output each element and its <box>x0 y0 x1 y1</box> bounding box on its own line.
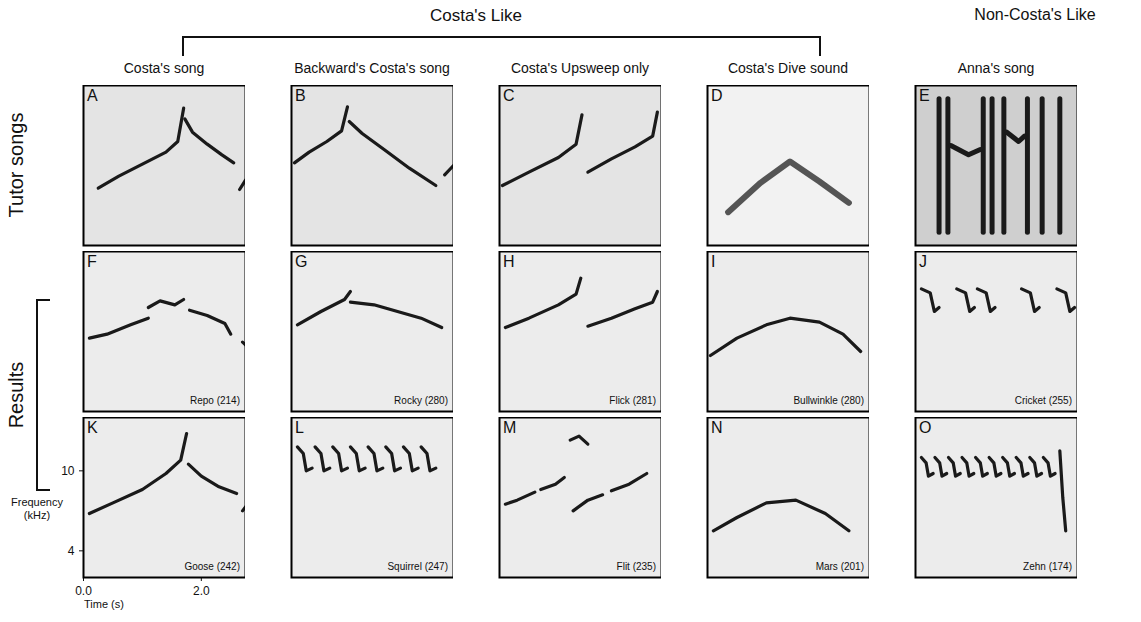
html-text:Repo (214): Repo (214) <box>190 395 240 406</box>
html-text:H: H <box>503 253 515 270</box>
html-text:B: B <box>295 87 306 104</box>
html-text:L: L <box>295 419 304 436</box>
html-text:J: J <box>919 253 927 270</box>
html-text:Anna's song: Anna's song <box>957 60 1035 76</box>
html-text:Mars (201): Mars (201) <box>815 561 864 572</box>
svg-text:10: 10 <box>61 464 75 478</box>
html-text:C: C <box>503 87 515 104</box>
html-text:E: E <box>919 87 930 104</box>
html-text:Bullwinkle (280): Bullwinkle (280) <box>793 395 864 406</box>
html-text:Flit (235): Flit (235) <box>616 561 656 572</box>
svg-text:0.0: 0.0 <box>75 584 92 598</box>
html-text:Backward's Costa's song: Backward's Costa's song <box>294 60 450 76</box>
html-text:N: N <box>711 419 723 436</box>
html-text:I: I <box>711 253 716 270</box>
svg-text:4: 4 <box>68 544 75 558</box>
html-text:G: G <box>295 253 308 270</box>
html-text:M: M <box>503 419 517 436</box>
html-text:Costa's Dive sound: Costa's Dive sound <box>727 60 849 76</box>
html-text:Flick (281): Flick (281) <box>609 395 656 406</box>
html-text:O: O <box>919 419 932 436</box>
html-text:Time (s): Time (s) <box>84 598 124 610</box>
html-text:Tutor songs: Tutor songs <box>5 112 27 218</box>
html-text:D: D <box>711 87 723 104</box>
html-text:Results: Results <box>5 361 27 429</box>
html-text:F: F <box>87 253 97 270</box>
html-text:Rocky (280): Rocky (280) <box>394 395 448 406</box>
html-text:Frequency (kHz): Frequency (kHz) <box>11 496 63 522</box>
html-text:K: K <box>87 419 98 436</box>
html-text:Costa's Upsweep only: Costa's Upsweep only <box>511 60 649 76</box>
html-text:Costa's song: Costa's song <box>123 60 205 76</box>
html-text:Squirrel (247): Squirrel (247) <box>387 561 448 572</box>
svg-text:2.0: 2.0 <box>193 584 210 598</box>
html-text:Costa's Like: Costa's Like <box>430 6 522 25</box>
html-text:Non-Costa's Like: Non-Costa's Like <box>974 6 1096 23</box>
html-text:Zehn (174): Zehn (174) <box>1023 561 1072 572</box>
html-text:A: A <box>87 87 98 104</box>
html-text:Goose (242): Goose (242) <box>184 561 240 572</box>
html-text:Cricket (255): Cricket (255) <box>1014 395 1072 406</box>
